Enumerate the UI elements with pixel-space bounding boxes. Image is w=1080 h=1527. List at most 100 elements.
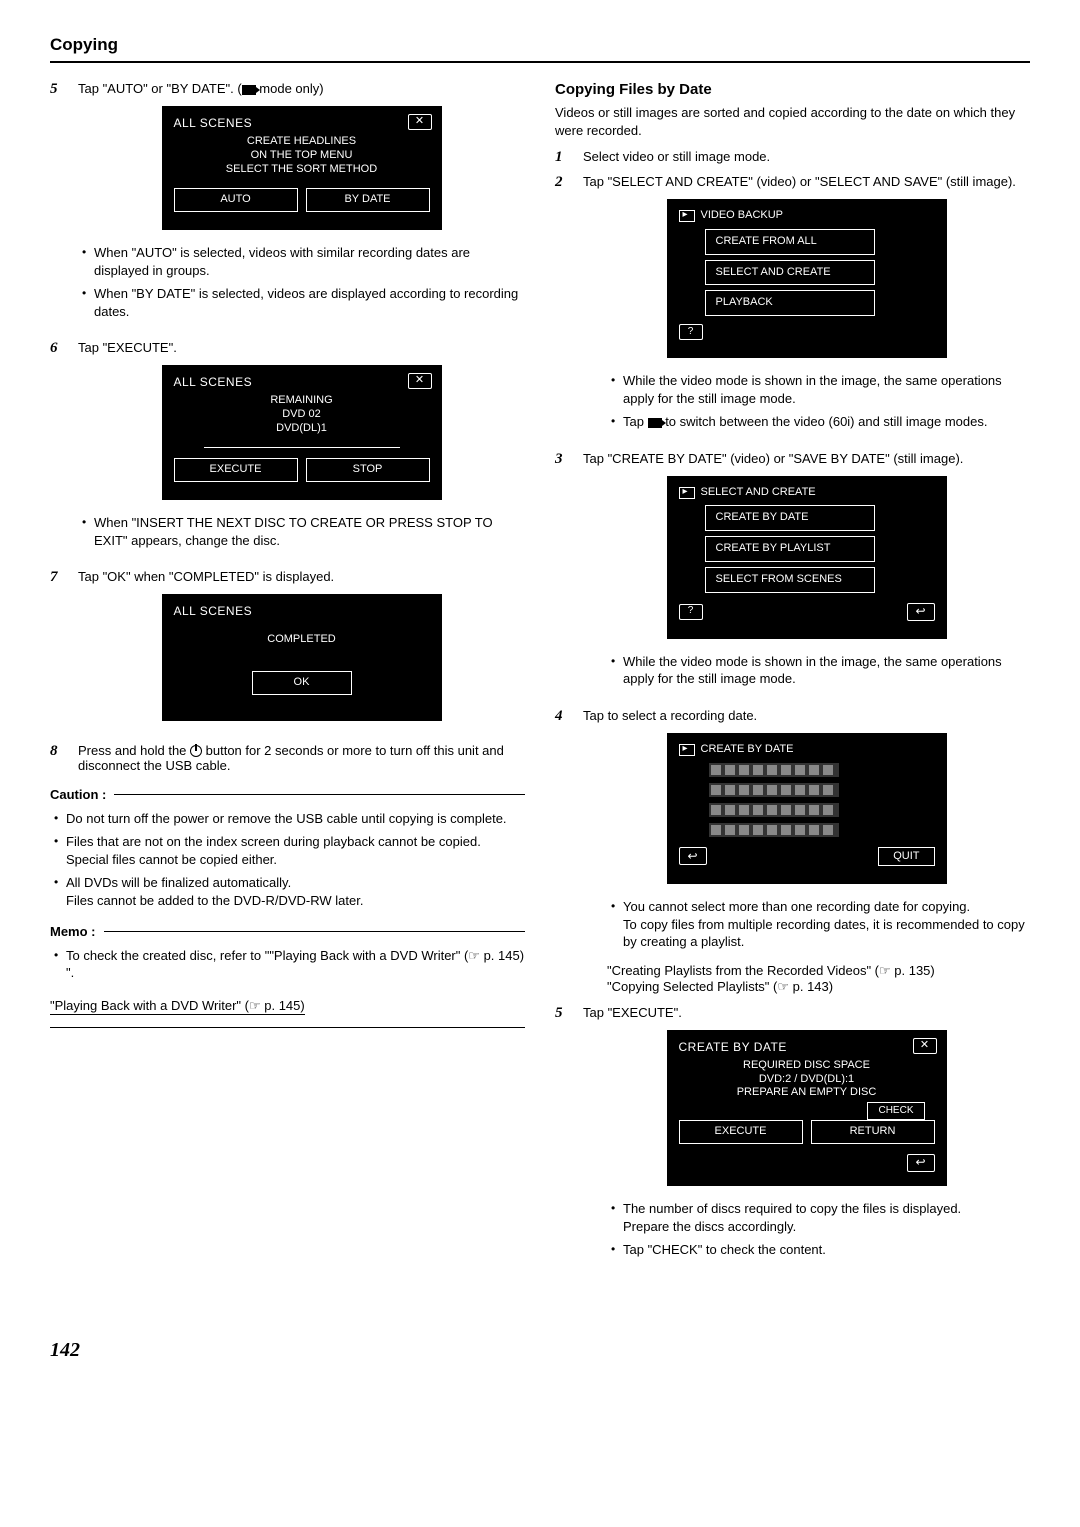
close-icon[interactable]: ✕ [913, 1038, 937, 1054]
select-and-create-button[interactable]: SELECT AND CREATE [705, 260, 875, 286]
caution-item: All DVDs will be finalized automatically… [50, 874, 525, 909]
r-step-1: 1 Select video or still image mode. [555, 149, 1030, 166]
video-mode-icon [242, 85, 256, 95]
lcd-message: CREATE HEADLINES ON THE TOP MENU SELECT … [174, 135, 430, 176]
step-number: 3 [555, 451, 573, 700]
help-icon[interactable]: ? [679, 324, 703, 340]
step-body: Tap to select a recording date. CREATE B… [583, 708, 1030, 995]
right-column: Copying Files by Date Videos or still im… [555, 81, 1030, 1279]
caution-label: Caution : [50, 787, 106, 802]
link-playlists[interactable]: "Creating Playlists from the Recorded Vi… [607, 963, 1030, 979]
execute-button[interactable]: EXECUTE [174, 458, 298, 482]
lcd-header: CREATE BY DATE [679, 743, 935, 757]
step-body: Tap "EXECUTE". ✕ ALL SCENES REMAINING DV… [78, 340, 525, 561]
power-icon [190, 745, 202, 757]
stop-button[interactable]: STOP [306, 458, 430, 482]
note-item: Tap to switch between the video (60i) an… [607, 413, 1030, 431]
step5-notes: When "AUTO" is selected, videos with sim… [78, 244, 525, 320]
r-step5-notes: The number of discs required to copy the… [607, 1200, 1030, 1259]
check-button[interactable]: CHECK [867, 1102, 924, 1121]
lcd-message: REQUIRED DISC SPACE DVD:2 / DVD(DL):1 PR… [679, 1059, 935, 1100]
step-text-a: Press and hold the [78, 743, 190, 758]
step-number: 1 [555, 149, 573, 166]
r-step-4: 4 Tap to select a recording date. CREATE… [555, 708, 1030, 995]
lcd-title: ALL SCENES [174, 375, 430, 390]
video-mode-icon [648, 418, 662, 428]
step-body: Tap "SELECT AND CREATE" (video) or "SELE… [583, 174, 1030, 443]
r-step-5: 5 Tap "EXECUTE". ✕ CREATE BY DATE REQUIR… [555, 1005, 1030, 1271]
return-button[interactable]: RETURN [811, 1120, 935, 1144]
date-item[interactable] [709, 803, 839, 817]
r-step3-notes: While the video mode is shown in the ima… [607, 653, 1030, 688]
ok-button[interactable]: OK [252, 671, 352, 695]
content-columns: 5 Tap "AUTO" or "BY DATE". ( mode only) … [50, 81, 1030, 1279]
step-number: 7 [50, 569, 68, 735]
step-6: 6 Tap "EXECUTE". ✕ ALL SCENES REMAINING … [50, 340, 525, 561]
caution-list: Do not turn off the power or remove the … [50, 810, 525, 910]
note-item: Tap "CHECK" to check the content. [607, 1241, 1030, 1259]
r-step-2: 2 Tap "SELECT AND CREATE" (video) or "SE… [555, 174, 1030, 443]
bydate-button[interactable]: BY DATE [306, 188, 430, 212]
create-by-playlist-button[interactable]: CREATE BY PLAYLIST [705, 536, 875, 562]
back-icon[interactable]: ↩ [907, 1154, 935, 1172]
step-number: 5 [555, 1005, 573, 1271]
close-icon[interactable]: ✕ [408, 373, 432, 389]
step-text: Tap "EXECUTE". [583, 1005, 682, 1020]
auto-button[interactable]: AUTO [174, 188, 298, 212]
step-number: 4 [555, 708, 573, 995]
execute-button[interactable]: EXECUTE [679, 1120, 803, 1144]
page-header: Copying [50, 35, 1030, 63]
video-mode-icon[interactable] [679, 210, 695, 222]
quit-button[interactable]: QUIT [878, 847, 934, 867]
step-text-b: mode only) [256, 81, 324, 96]
back-icon[interactable]: ↩ [679, 847, 707, 865]
lcd-title: CREATE BY DATE [679, 1040, 935, 1055]
step-text: Tap "SELECT AND CREATE" (video) or "SELE… [583, 174, 1016, 189]
back-icon[interactable]: ↩ [907, 603, 935, 621]
r-step4-notes: You cannot select more than one recordin… [607, 898, 1030, 951]
create-from-all-button[interactable]: CREATE FROM ALL [705, 229, 875, 255]
date-item[interactable] [709, 823, 839, 837]
lcd-video-backup: VIDEO BACKUP CREATE FROM ALL SELECT AND … [667, 199, 947, 358]
lcd-title: CREATE BY DATE [701, 743, 794, 757]
step-text: Tap "EXECUTE". [78, 340, 177, 355]
link-copy-playlists[interactable]: "Copying Selected Playlists" (☞ p. 143) [607, 979, 1030, 995]
video-mode-icon[interactable] [679, 744, 695, 756]
lcd-message: COMPLETED [174, 633, 430, 647]
step-text: Tap "OK" when "COMPLETED" is displayed. [78, 569, 334, 584]
caution-item: Files that are not on the index screen d… [50, 833, 525, 868]
memo-list: To check the created disc, refer to ""Pl… [50, 947, 525, 982]
lcd-title: SELECT AND CREATE [701, 486, 816, 500]
memo-heading: Memo : [50, 924, 525, 939]
playback-button[interactable]: PLAYBACK [705, 290, 875, 316]
progress-line [204, 447, 400, 448]
date-item[interactable] [709, 763, 839, 777]
video-mode-icon[interactable] [679, 487, 695, 499]
lcd-create-by-date-list: CREATE BY DATE ↩ QUIT [667, 733, 947, 885]
memo-end-rule [50, 1027, 525, 1028]
step-body: Select video or still image mode. [583, 149, 1030, 166]
step-text: Tap "AUTO" or "BY DATE". ( [78, 81, 242, 96]
lcd-title: ALL SCENES [174, 116, 430, 131]
select-from-scenes-button[interactable]: SELECT FROM SCENES [705, 567, 875, 593]
help-icon[interactable]: ? [679, 604, 703, 620]
lcd-header: SELECT AND CREATE [679, 486, 935, 500]
lcd-title: VIDEO BACKUP [701, 209, 784, 223]
step-7: 7 Tap "OK" when "COMPLETED" is displayed… [50, 569, 525, 735]
date-item[interactable] [709, 783, 839, 797]
lcd-select-and-create: SELECT AND CREATE CREATE BY DATE CREATE … [667, 476, 947, 639]
r-step-3: 3 Tap "CREATE BY DATE" (video) or "SAVE … [555, 451, 1030, 700]
memo-item: To check the created disc, refer to ""Pl… [50, 947, 525, 982]
close-icon[interactable]: ✕ [408, 114, 432, 130]
step-number: 6 [50, 340, 68, 561]
date-list [709, 763, 935, 837]
step-number: 5 [50, 81, 68, 332]
step-number: 2 [555, 174, 573, 443]
step-text: Tap "CREATE BY DATE" (video) or "SAVE BY… [583, 451, 963, 466]
note-item: While the video mode is shown in the ima… [607, 372, 1030, 407]
create-by-date-button[interactable]: CREATE BY DATE [705, 505, 875, 531]
note-item: You cannot select more than one recordin… [607, 898, 1030, 951]
header-title: Copying [50, 35, 1030, 55]
memo-link[interactable]: "Playing Back with a DVD Writer" (☞ p. 1… [50, 998, 305, 1015]
section-intro: Videos or still images are sorted and co… [555, 104, 1030, 139]
